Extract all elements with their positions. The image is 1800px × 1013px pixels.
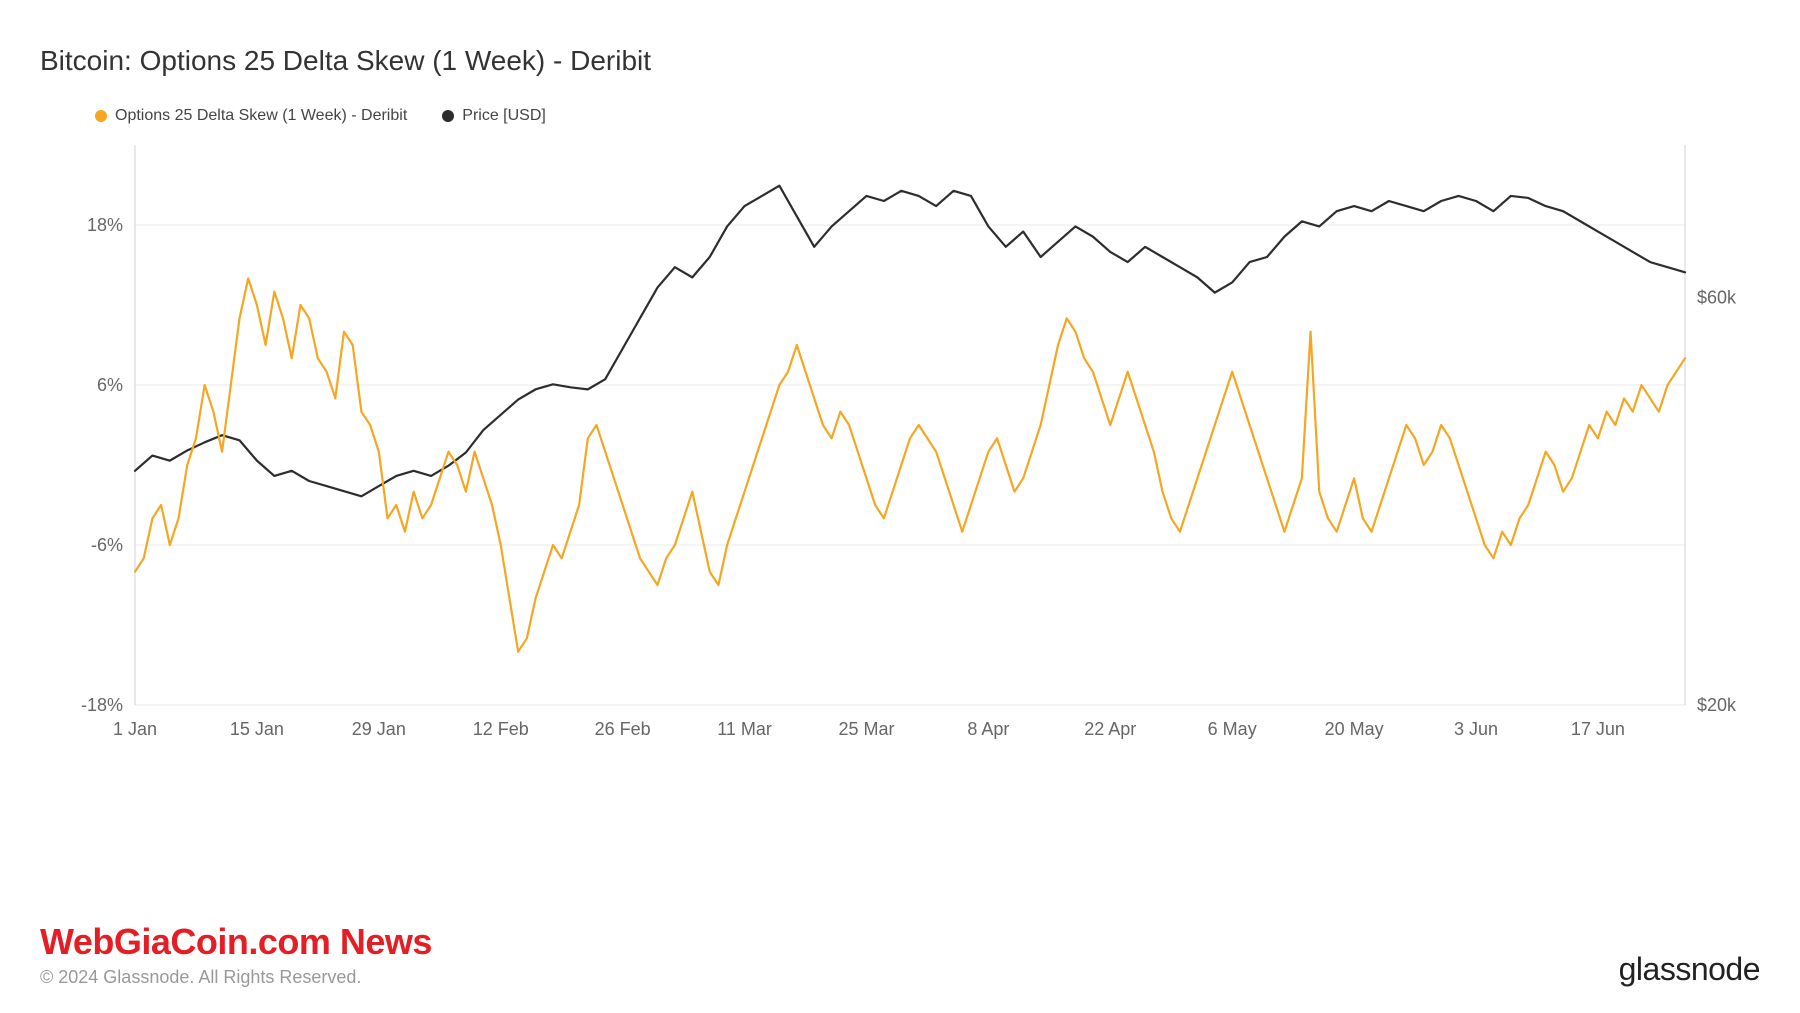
svg-text:18%: 18% xyxy=(87,215,123,235)
svg-text:29 Jan: 29 Jan xyxy=(352,719,406,739)
line-chart-svg: -18% -6% 6% 18% $20k $60k 1 Jan 15 Jan 29 Jan 12 … xyxy=(40,135,1760,755)
chart-area: -18% -6% 6% 18% $20k $60k 1 Jan 15 Jan 29 Jan 12 … xyxy=(40,135,1760,755)
svg-text:20 May: 20 May xyxy=(1325,719,1384,739)
chart-legend: Options 25 Delta Skew (1 Week) - Deribit… xyxy=(95,107,1760,125)
svg-text:6 May: 6 May xyxy=(1208,719,1257,739)
svg-text:8 Apr: 8 Apr xyxy=(967,719,1009,739)
svg-text:26 Feb: 26 Feb xyxy=(595,719,651,739)
legend-item-price: Price [USD] xyxy=(442,107,546,125)
svg-text:1 Jan: 1 Jan xyxy=(113,719,157,739)
svg-text:25 Mar: 25 Mar xyxy=(838,719,894,739)
watermark-text: WebGiaCoin.com News xyxy=(40,921,432,963)
legend-item-skew: Options 25 Delta Skew (1 Week) - Deribit xyxy=(95,107,407,125)
legend-dot-price xyxy=(442,110,454,122)
legend-dot-skew xyxy=(95,110,107,122)
svg-text:$60k: $60k xyxy=(1697,288,1737,308)
svg-text:3 Jun: 3 Jun xyxy=(1454,719,1498,739)
svg-text:11 Mar: 11 Mar xyxy=(717,719,772,739)
svg-text:6%: 6% xyxy=(97,375,123,395)
brand-logo: glassnode xyxy=(1619,951,1760,988)
copyright-text: © 2024 Glassnode. All Rights Reserved. xyxy=(40,967,432,988)
svg-text:22 Apr: 22 Apr xyxy=(1084,719,1136,739)
svg-text:15 Jan: 15 Jan xyxy=(230,719,284,739)
page-title: Bitcoin: Options 25 Delta Skew (1 Week) … xyxy=(40,45,1760,77)
legend-label-skew: Options 25 Delta Skew (1 Week) - Deribit xyxy=(115,107,407,125)
svg-text:$20k: $20k xyxy=(1697,695,1737,715)
legend-label-price: Price [USD] xyxy=(462,107,546,125)
svg-text:-6%: -6% xyxy=(91,535,123,555)
svg-text:17 Jun: 17 Jun xyxy=(1571,719,1625,739)
svg-text:-18%: -18% xyxy=(81,695,123,715)
svg-text:12 Feb: 12 Feb xyxy=(473,719,529,739)
